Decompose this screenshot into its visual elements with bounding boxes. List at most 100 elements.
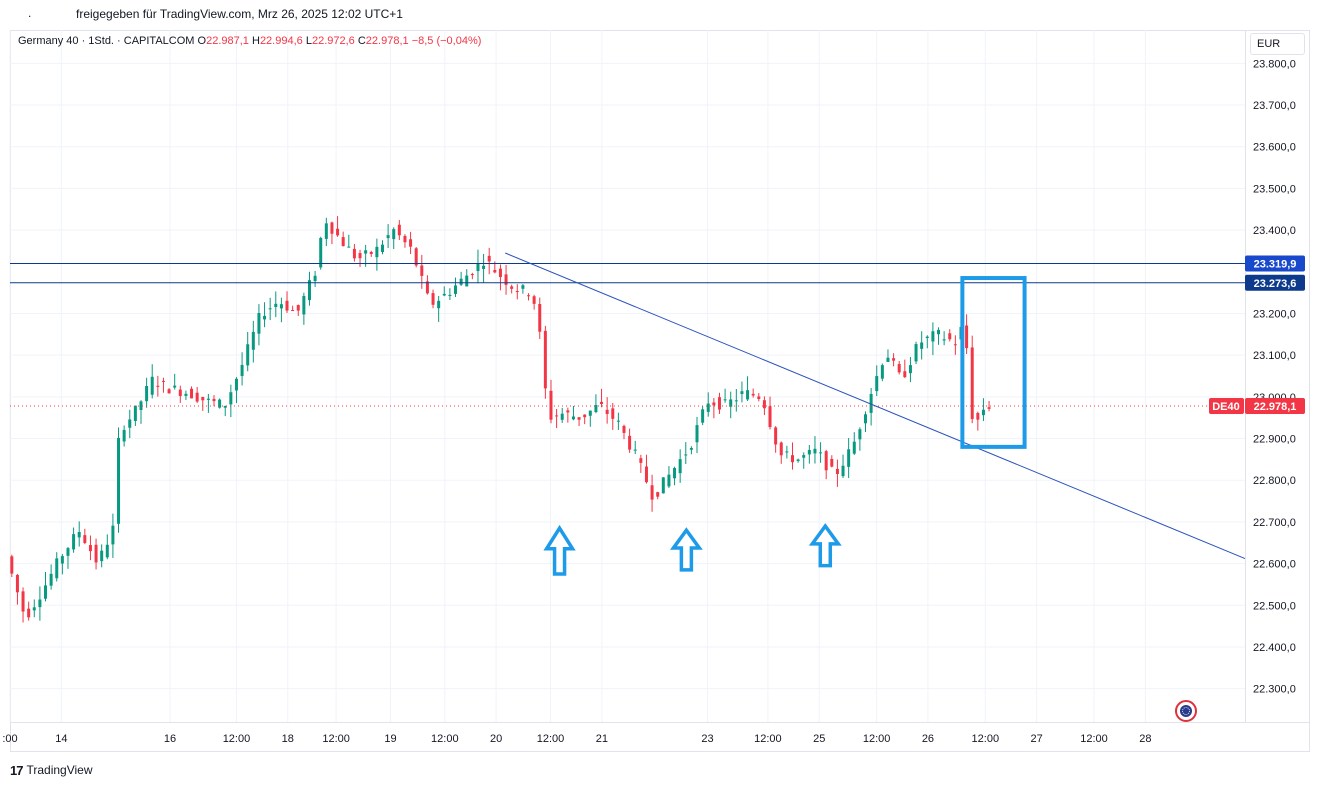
candle-up: [875, 376, 879, 392]
candle-down: [897, 364, 901, 373]
currency-selector[interactable]: EUR: [1250, 33, 1305, 55]
candle-down: [970, 347, 974, 420]
candle-up: [521, 285, 525, 289]
candle-up: [313, 275, 317, 282]
candle-up: [150, 376, 154, 395]
candle-down: [201, 396, 205, 401]
price-axis[interactable]: [1245, 30, 1310, 722]
candle-down: [195, 392, 199, 402]
candle-down: [976, 412, 980, 420]
tradingview-logo-icon: 17: [10, 762, 24, 778]
candle-down: [555, 415, 559, 417]
annotations[interactable]: [543, 276, 1027, 576]
candle-up: [375, 246, 379, 258]
candle-up: [44, 585, 48, 599]
candle-up: [785, 451, 789, 453]
candle-down: [414, 248, 418, 266]
candle-up: [729, 399, 733, 407]
candle-down: [835, 468, 839, 475]
close-label: C: [357, 35, 366, 47]
candle-up: [673, 467, 677, 479]
candle-up: [931, 331, 935, 342]
candle-up: [819, 452, 823, 454]
up-arrow-icon: [543, 524, 576, 576]
candle-up: [588, 410, 592, 416]
highlight-box: [960, 276, 1027, 449]
time-axis-border: [10, 722, 1310, 723]
candle-down: [605, 409, 609, 414]
footer-brand[interactable]: 17 TradingView: [10, 760, 93, 780]
candle-up: [380, 244, 384, 253]
candle-up: [206, 398, 210, 400]
close-value: 22.978,1: [365, 35, 409, 47]
candle-down: [549, 390, 553, 420]
up-arrow-icon: [669, 527, 703, 572]
share-caption: freigegeben für TradingView.com, Mrz 26,…: [76, 7, 403, 21]
candle-up: [139, 401, 143, 411]
candle-up: [661, 477, 665, 494]
candle-down: [650, 485, 654, 500]
candle-up: [914, 344, 918, 362]
candle-down: [504, 274, 508, 285]
header-dot: .: [28, 6, 32, 20]
candle-down: [88, 545, 92, 552]
candle-down: [527, 295, 531, 297]
horizontal-levels[interactable]: [10, 262, 1245, 407]
candle-up: [684, 454, 688, 456]
candle-up: [667, 474, 671, 487]
candle-up: [263, 315, 267, 320]
symbol-label: Germany 40 · 1Std. · CAPITALCOM: [18, 35, 195, 47]
candle-down: [285, 300, 289, 311]
candle-up: [925, 336, 929, 339]
candle-up: [807, 449, 811, 455]
low-label: L: [305, 35, 312, 47]
candle-down: [94, 544, 98, 563]
candle-up: [302, 295, 306, 315]
open-value: 22.987,1: [206, 35, 249, 47]
candle-down: [628, 435, 632, 450]
candle-down: [790, 455, 794, 463]
candle-down: [953, 344, 957, 346]
candle-up: [841, 465, 845, 477]
candle-down: [532, 296, 536, 304]
candle-up: [880, 365, 884, 379]
candle-up: [268, 308, 272, 310]
grid-lines: [9, 30, 1245, 722]
candle-up: [77, 532, 81, 538]
high-value: 22.994,6: [259, 35, 303, 47]
candle-up: [324, 223, 328, 239]
candle-up: [55, 558, 59, 579]
candle-down: [470, 274, 474, 276]
trendline-layer[interactable]: [505, 252, 1246, 560]
candle-down: [717, 397, 721, 410]
candle-up: [740, 391, 744, 395]
candle-up: [246, 344, 250, 366]
candle-down: [403, 235, 407, 243]
candle-down: [369, 251, 373, 254]
candle-up: [60, 556, 64, 564]
candle-down: [543, 330, 547, 389]
candle-up: [386, 235, 390, 239]
candle-up: [279, 304, 283, 309]
low-value: 22.972,6: [311, 35, 355, 47]
candle-up: [392, 229, 396, 240]
candle-up: [218, 399, 222, 408]
candle-up: [796, 459, 800, 461]
candle-down: [498, 268, 502, 278]
candle-up: [560, 413, 564, 420]
candle-down: [15, 574, 19, 593]
candle-up: [274, 303, 278, 308]
candle-up: [145, 385, 149, 402]
candle-down: [330, 222, 334, 234]
candle-up: [184, 393, 188, 396]
candle-up: [852, 441, 856, 454]
candle-up: [937, 329, 941, 335]
candle-up: [257, 313, 261, 334]
candle-down: [291, 310, 295, 312]
candle-up: [886, 357, 890, 362]
candle-down: [190, 388, 194, 399]
candle-up: [701, 409, 705, 423]
candle-up: [307, 280, 311, 301]
candle-down: [515, 291, 519, 293]
